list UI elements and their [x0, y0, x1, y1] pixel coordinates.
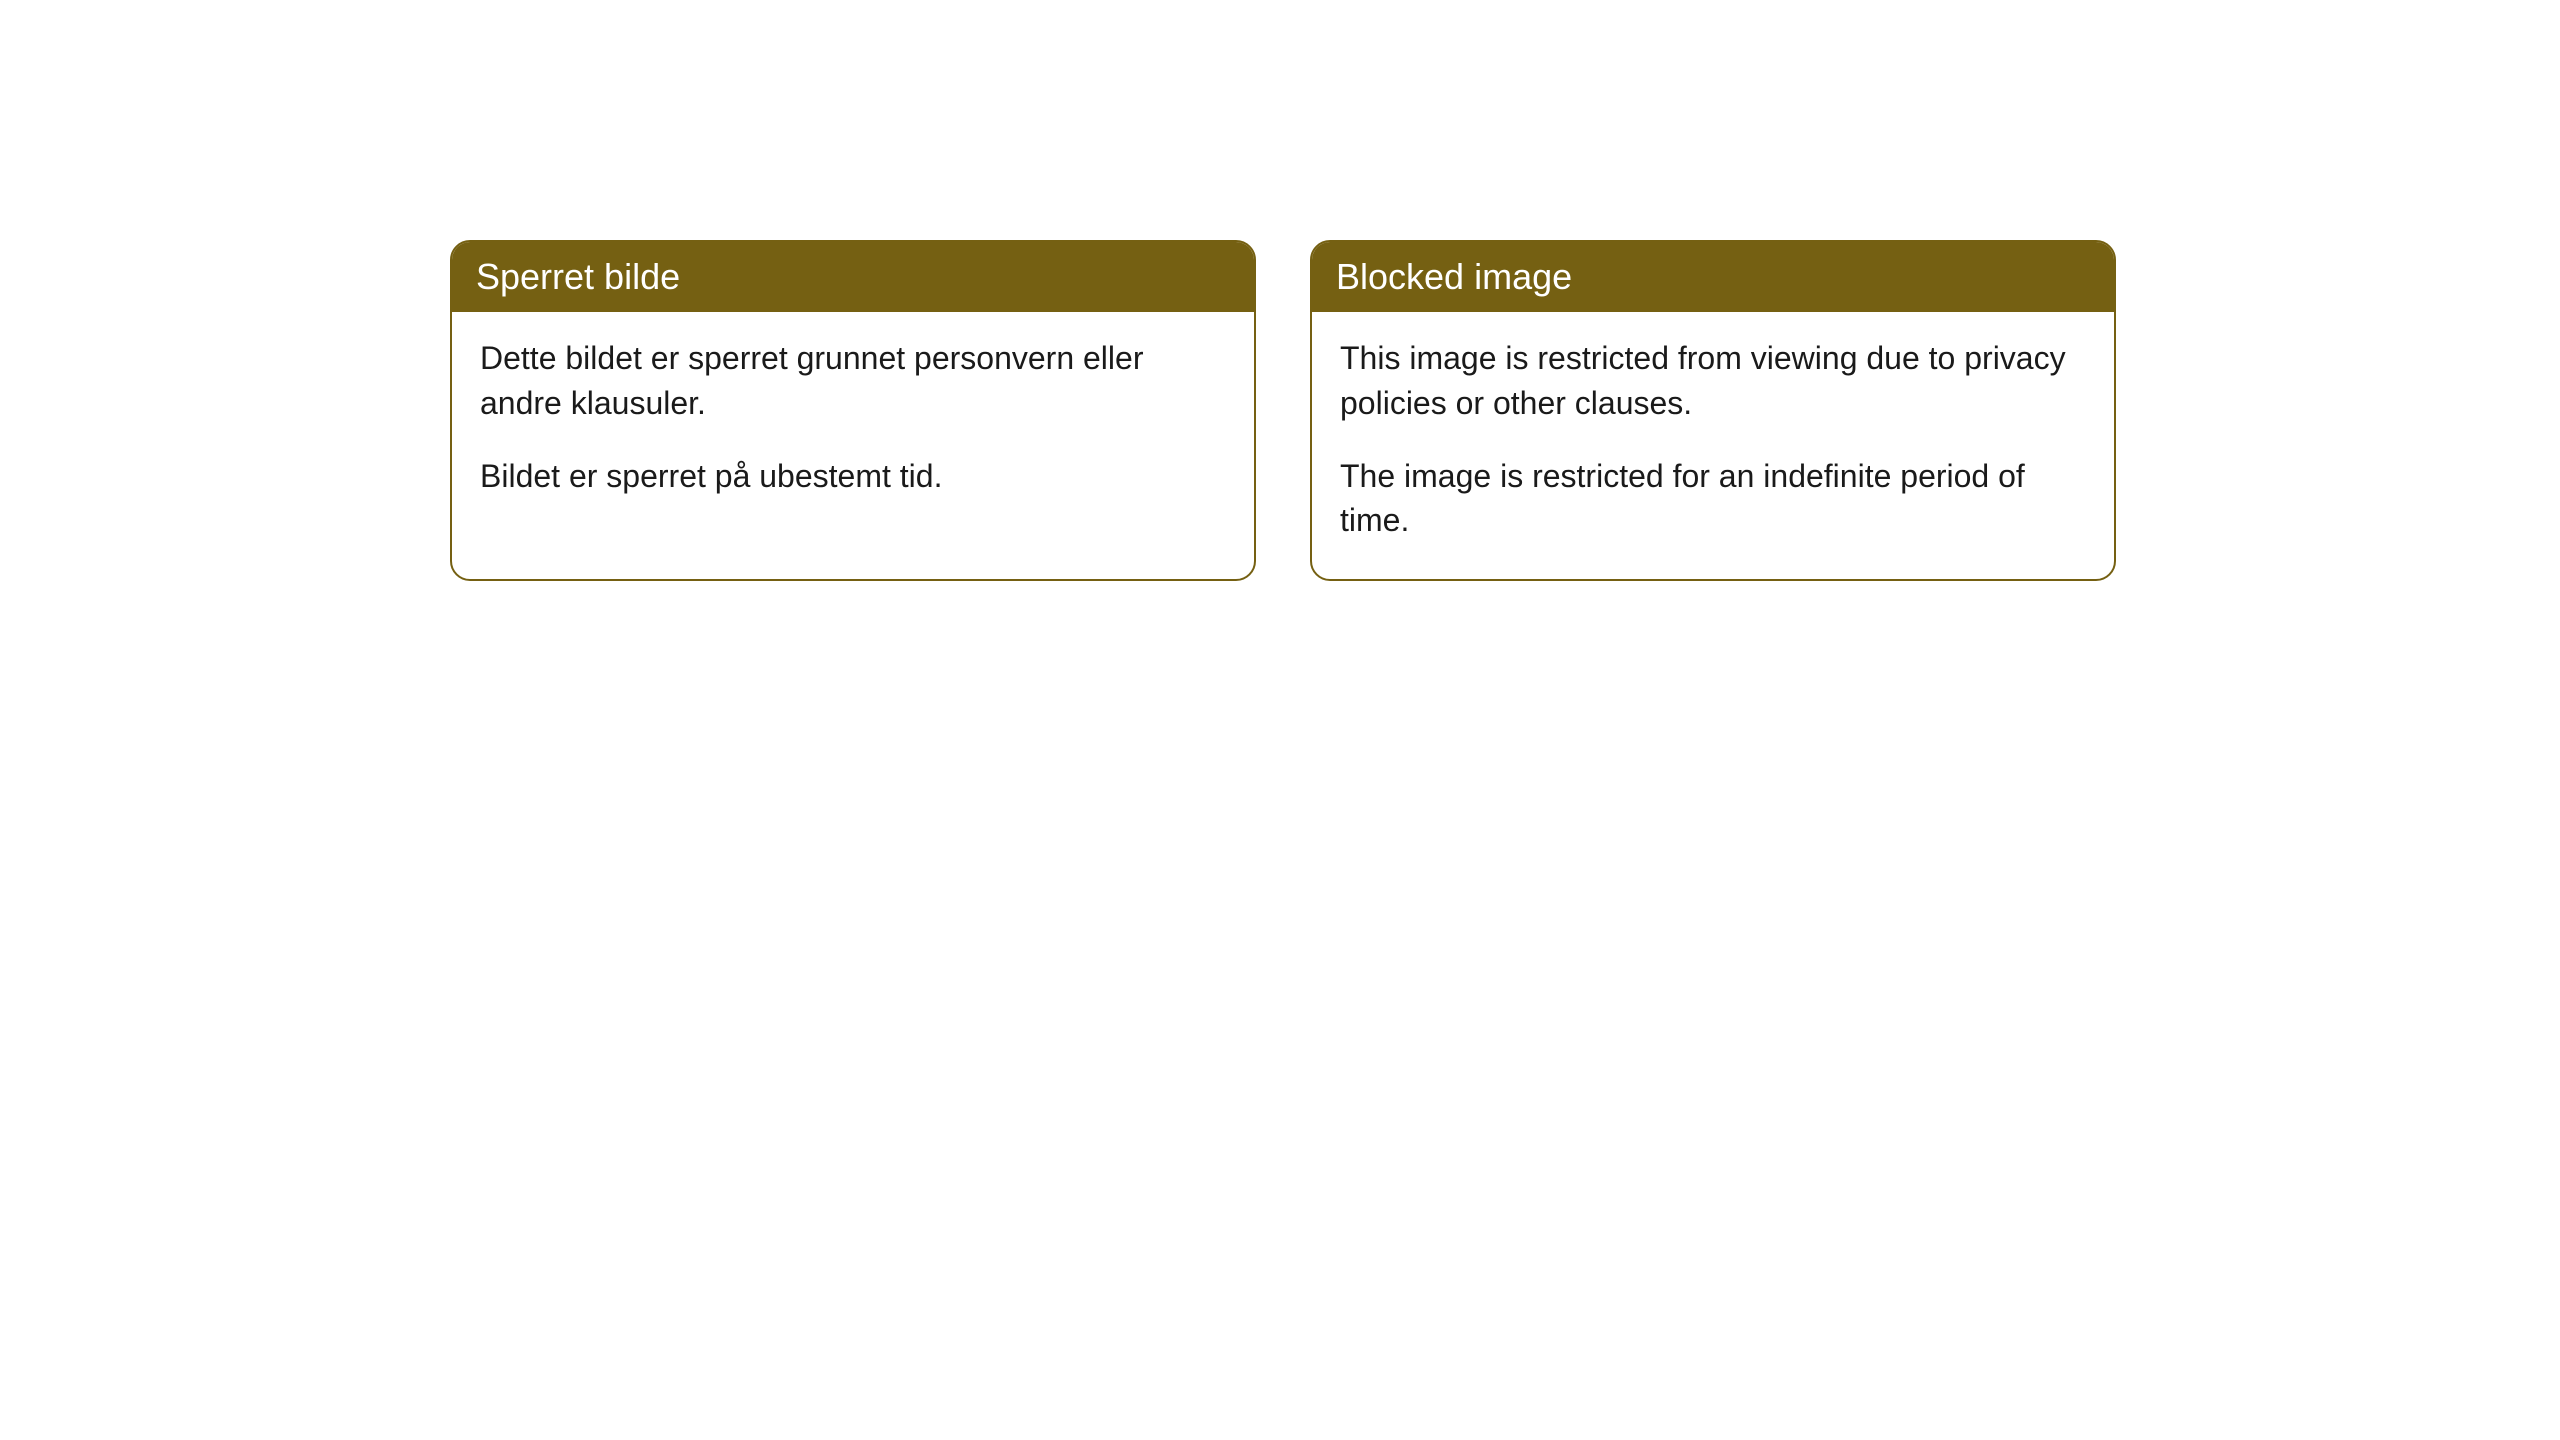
notice-paragraph: The image is restricted for an indefinit… — [1340, 454, 2086, 544]
notice-paragraph: This image is restricted from viewing du… — [1340, 336, 2086, 426]
notice-container: Sperret bilde Dette bildet er sperret gr… — [450, 240, 2116, 581]
notice-paragraph: Bildet er sperret på ubestemt tid. — [480, 454, 1226, 499]
notice-card-norwegian: Sperret bilde Dette bildet er sperret gr… — [450, 240, 1256, 581]
notice-card-english: Blocked image This image is restricted f… — [1310, 240, 2116, 581]
notice-body-english: This image is restricted from viewing du… — [1312, 312, 2114, 579]
notice-header-norwegian: Sperret bilde — [452, 242, 1254, 312]
notice-header-english: Blocked image — [1312, 242, 2114, 312]
notice-body-norwegian: Dette bildet er sperret grunnet personve… — [452, 312, 1254, 534]
notice-paragraph: Dette bildet er sperret grunnet personve… — [480, 336, 1226, 426]
